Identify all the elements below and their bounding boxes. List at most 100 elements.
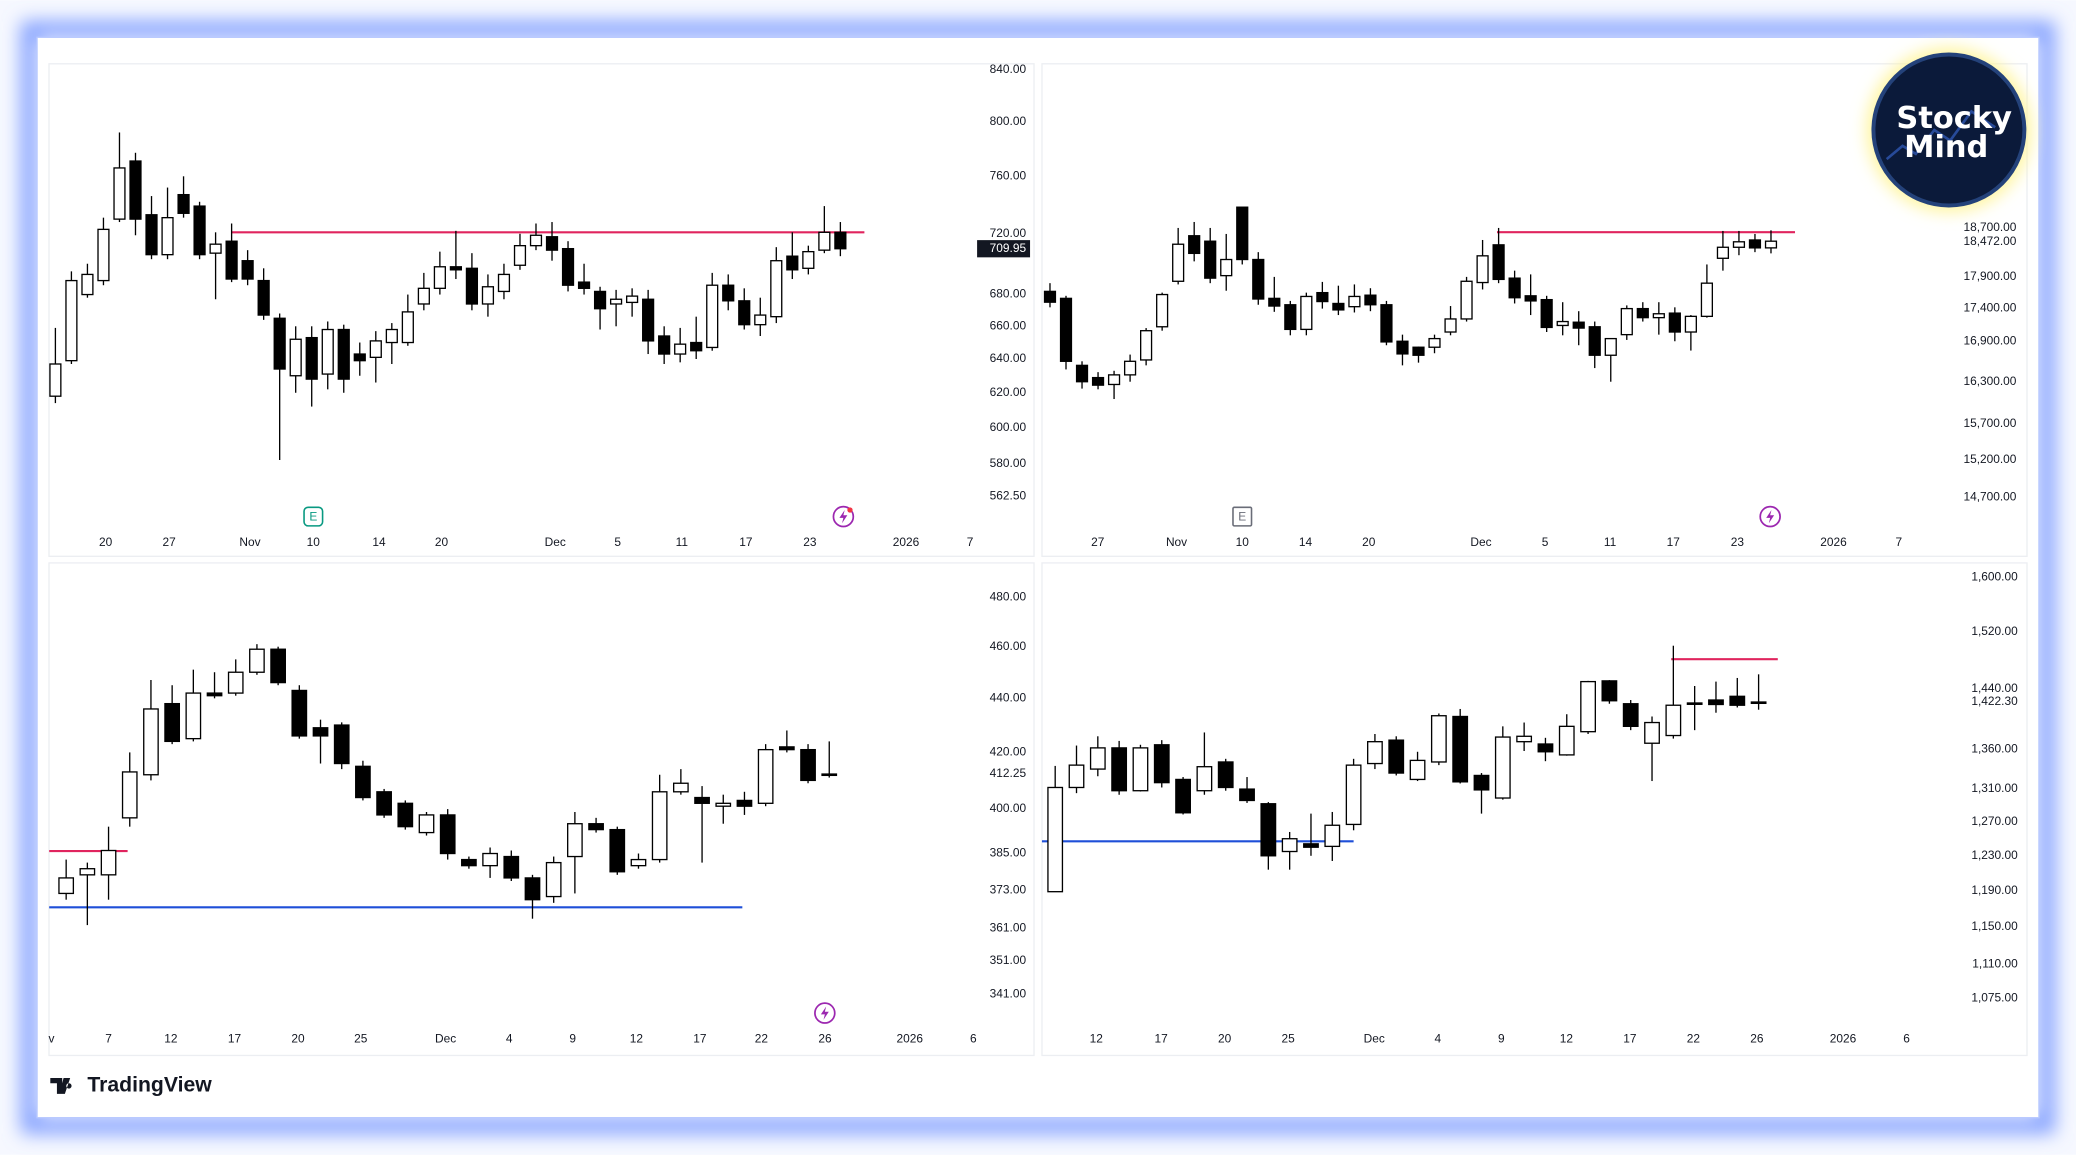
y-tick-label: 17,400.00 bbox=[1963, 301, 2016, 315]
y-tick-label: 341.00 bbox=[990, 987, 1027, 1001]
candle-body bbox=[369, 340, 382, 359]
candle-body bbox=[461, 858, 477, 867]
candle-body bbox=[529, 234, 543, 247]
x-tick-label: 6 bbox=[1903, 1032, 1910, 1046]
candle-body bbox=[1089, 747, 1106, 770]
candle-body bbox=[1111, 747, 1128, 792]
candle-body bbox=[376, 791, 392, 816]
x-tick-label: Dec bbox=[545, 535, 566, 549]
candle-body bbox=[1107, 374, 1121, 386]
candle-body bbox=[577, 281, 591, 289]
x-tick-label: 14 bbox=[1299, 535, 1313, 549]
y-tick-label: 16,300.00 bbox=[1963, 374, 2016, 388]
candle-body bbox=[65, 279, 78, 362]
candle-body bbox=[1729, 695, 1746, 706]
candle-body bbox=[482, 852, 498, 867]
x-tick-label: Dec bbox=[1470, 535, 1491, 549]
candle-body bbox=[397, 802, 414, 828]
y-tick-label: 480.00 bbox=[990, 589, 1027, 603]
event-badge bbox=[1232, 506, 1253, 527]
candle-body bbox=[738, 300, 751, 326]
candle-body bbox=[81, 273, 94, 296]
candle-body bbox=[674, 343, 687, 355]
candle-body bbox=[690, 341, 703, 352]
candle-body bbox=[193, 205, 206, 256]
candle-body bbox=[145, 214, 158, 256]
candle-body bbox=[800, 748, 816, 782]
candle-body bbox=[630, 858, 647, 867]
candle-body bbox=[1636, 307, 1649, 319]
candle-body bbox=[1644, 721, 1660, 744]
candle-body bbox=[1716, 246, 1730, 259]
candle-body bbox=[1492, 244, 1505, 281]
candle-body bbox=[567, 823, 583, 858]
candle-body bbox=[1668, 312, 1681, 333]
candle-body bbox=[821, 773, 838, 777]
candle-body bbox=[1204, 240, 1217, 279]
candle-body bbox=[1620, 307, 1633, 336]
candle-body bbox=[241, 260, 254, 280]
candle-body bbox=[1196, 766, 1213, 792]
x-tick-label: 20 bbox=[435, 535, 449, 549]
candle-body bbox=[834, 231, 847, 250]
candle-body bbox=[497, 273, 511, 293]
x-tick-label: 26 bbox=[818, 1032, 832, 1046]
candle-body bbox=[802, 250, 815, 269]
candle-body bbox=[1572, 321, 1585, 329]
event-label: E bbox=[1238, 509, 1246, 523]
candle-body bbox=[225, 240, 238, 280]
y-tick-label: 760.00 bbox=[990, 168, 1027, 182]
candle-body bbox=[1324, 824, 1341, 848]
candle-body bbox=[439, 814, 456, 855]
x-tick-label: 17 bbox=[693, 1032, 707, 1046]
y-tick-label: 1,440.00 bbox=[1971, 681, 2018, 695]
candle-body bbox=[1764, 240, 1778, 249]
last-price-tag bbox=[977, 240, 1031, 258]
candle-body bbox=[164, 702, 181, 743]
event-badge bbox=[303, 506, 324, 527]
candle-body bbox=[1580, 680, 1596, 733]
candle-body bbox=[49, 363, 62, 397]
x-tick-label: 7 bbox=[1896, 535, 1903, 549]
candle-body bbox=[1588, 326, 1601, 356]
candle-body bbox=[177, 193, 190, 214]
x-tick-label: 12 bbox=[1560, 1032, 1574, 1046]
y-tick-label: 1,190.00 bbox=[1971, 883, 2018, 897]
candle-body bbox=[1494, 736, 1511, 799]
candle-body bbox=[1444, 318, 1457, 333]
x-tick-label: 6 bbox=[970, 1032, 977, 1046]
panel bbox=[1041, 63, 2028, 557]
candle-body bbox=[593, 290, 607, 310]
y-tick-label: 1,110.00 bbox=[1972, 957, 2018, 971]
candle-body bbox=[121, 771, 138, 819]
chart: 840.00 800.00 760.00 720.00 680.00 660.00 640.… bbox=[49, 62, 1031, 549]
candle-body bbox=[524, 877, 541, 901]
chart: 480.00 460.00 440.00 420.00 412.25 400.00 385.… bbox=[49, 589, 1027, 1045]
x-tick-label: 4 bbox=[506, 1032, 513, 1046]
x-tick-label: 7 bbox=[967, 535, 974, 549]
brand: TradingView bbox=[87, 1074, 212, 1097]
candle-body bbox=[1412, 346, 1425, 356]
candle-body bbox=[609, 298, 623, 305]
candle-body bbox=[249, 648, 265, 673]
y-tick-label: 720.00 bbox=[990, 226, 1027, 240]
y-tick-label: 680.00 bbox=[990, 287, 1027, 301]
candle-body bbox=[651, 791, 668, 861]
candle-body bbox=[1132, 747, 1149, 792]
y-tick-label: 1,600.00 bbox=[1971, 570, 2018, 584]
y-tick-label: 16,900.00 bbox=[1963, 333, 2016, 347]
candle-body bbox=[1123, 360, 1137, 376]
candle-body bbox=[1364, 294, 1377, 306]
x-tick-label: 20 bbox=[1362, 535, 1376, 549]
candle-body bbox=[1172, 243, 1185, 282]
x-tick-label: 5 bbox=[1542, 535, 1549, 549]
x-tick-label: 2026 bbox=[1830, 1032, 1857, 1046]
x-tick-label: Nov bbox=[1166, 535, 1187, 549]
candle-body bbox=[1075, 364, 1089, 383]
y-tick-label: 1,270.00 bbox=[1971, 814, 2018, 828]
y-tick-label: 562.50 bbox=[990, 488, 1027, 502]
candle-body bbox=[1409, 759, 1426, 781]
candle-body bbox=[291, 689, 308, 737]
candle-body bbox=[1284, 304, 1297, 331]
